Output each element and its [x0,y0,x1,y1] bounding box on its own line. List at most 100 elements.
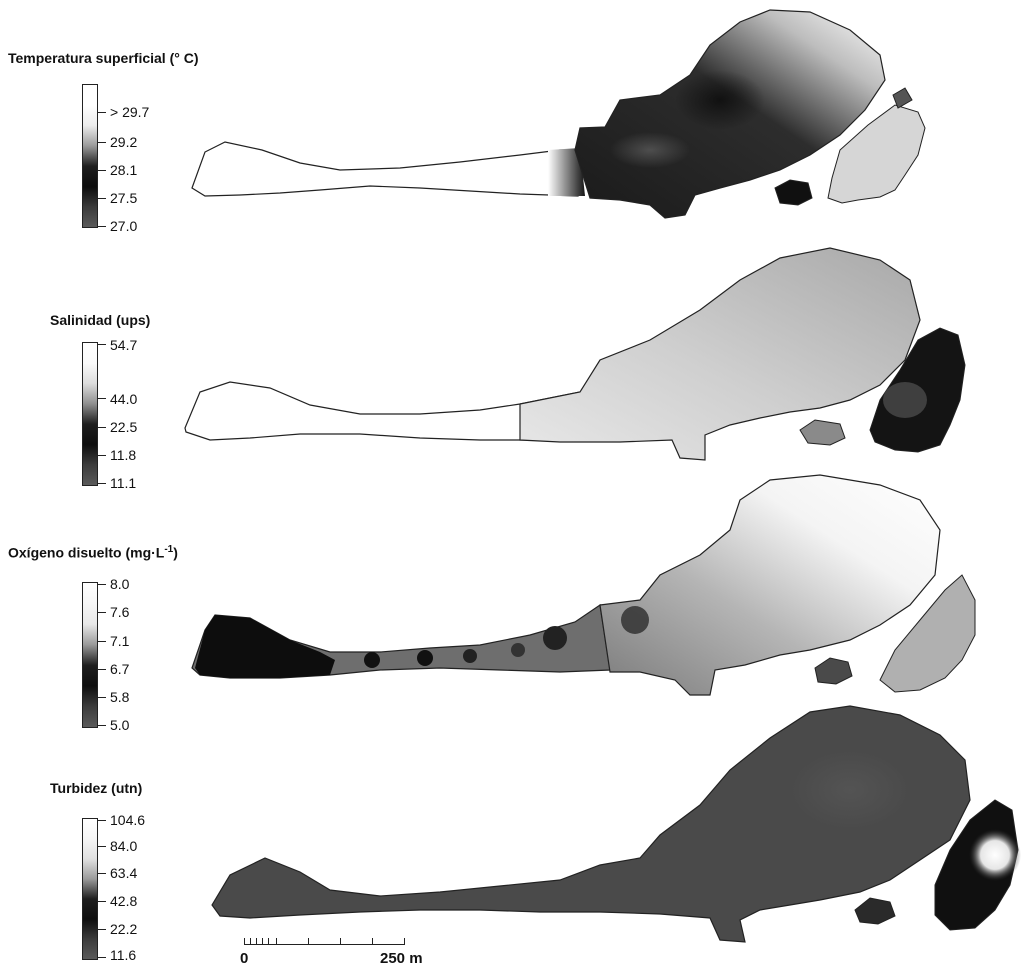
turbidity-legend-bar [82,818,98,960]
turbidity-main [211,705,971,943]
temperature-spot [675,70,765,130]
temperature-west-arm [191,141,579,197]
turbidity-hotspot [969,829,1021,881]
oxygen-main-basin [599,474,941,696]
temperature-islet-dark [774,179,813,206]
turbidity-legend-label: 22.2 [110,921,138,937]
salinity-legend-label: 11.8 [110,447,137,463]
salinity-map [184,247,966,461]
temperature-islet-north [892,87,913,109]
oxygen-legend-label: 7.1 [110,633,130,649]
turbidity-legend-label: 42.8 [110,893,138,909]
legend-tick [98,398,106,399]
turbidity-spot [790,750,910,830]
scale-tick [268,938,269,945]
turbidity-legend-label: 63.4 [110,865,138,881]
temperature-legend-label: 27.0 [110,218,138,234]
legend-tick [98,142,106,143]
scale-tick [250,938,251,945]
oxygen-west-dark [195,615,335,678]
oxygen-title: Oxígeno disuelto (mg·L-1) [8,544,178,561]
salinity-legend-label: 11.1 [110,475,137,491]
temperature-map [191,9,926,219]
legend-tick [98,427,106,428]
salinity-legend-label: 54.7 [110,337,138,353]
oxygen-spot [417,650,433,666]
scale-start-label: 0 [240,950,249,967]
legend-tick [98,198,106,199]
temperature-legend-label: > 29.7 [110,104,150,120]
oxygen-legend-label: 6.7 [110,661,130,677]
oxygen-legend-bar [82,582,98,728]
legend-tick [98,112,106,113]
turbidity-map [211,705,1021,943]
legend-tick [98,929,106,930]
turbidity-title: Turbidez (utn) [50,780,143,796]
temperature-title: Temperatura superficial (° C) [8,50,199,66]
scale-tick [340,938,341,945]
oxygen-legend-label: 5.8 [110,689,130,705]
oxygen-legend-label: 7.6 [110,604,130,620]
legend-tick [98,846,106,847]
legend-tick [98,641,106,642]
oxygen-east-lagoon [879,574,976,693]
temperature-panel: Temperatura superficial (° C) > 29.7 29.… [0,0,1025,240]
temperature-legend-bar [82,84,98,228]
salinity-main-basin [519,247,921,461]
temperature-legend-label: 27.5 [110,190,138,206]
turbidity-legend-label: 104.6 [110,812,146,828]
salinity-islet [799,419,846,446]
oxygen-spot [463,649,477,663]
legend-tick [98,957,106,958]
legend-tick [98,344,106,345]
scale-bar: 0 250 m [240,938,423,967]
scale-bar-line [244,944,404,945]
scale-tick [276,938,277,945]
salinity-legend-label: 22.5 [110,419,138,435]
temperature-legend-label: 29.2 [110,134,138,150]
legend-tick [98,455,106,456]
salinity-legend-bar [82,342,98,486]
legend-tick [98,901,106,902]
oxygen-spot [621,606,649,634]
salinity-legend-label: 44.0 [110,391,138,407]
temperature-east-lagoon [827,104,926,204]
temperature-spot [610,132,690,168]
oxygen-title-end: ) [173,544,178,561]
oxygen-panel: Oxígeno disuelto (mg·L-1) 8.0 7.6 7.1 6.… [8,544,178,733]
legend-tick [98,226,106,227]
scale-tick [404,938,405,945]
legend-tick [98,725,106,726]
temperature-legend-label: 28.1 [110,162,138,178]
oxygen-legend-label: 8.0 [110,576,130,592]
turbidity-legend-label: 84.0 [110,838,138,854]
oxygen-title-sup: -1 [164,544,174,555]
turbidity-legend-label: 11.6 [110,947,137,963]
scale-tick [244,938,245,945]
scale-tick [256,938,257,945]
legend-tick [98,820,106,821]
salinity-panel: Salinidad (ups) 54.7 44.0 22.5 11.8 11.1 [50,312,151,491]
legend-tick [98,170,106,171]
salinity-spot [883,382,927,418]
legend-tick [98,612,106,613]
legend-tick [98,873,106,874]
oxygen-title-main: Oxígeno disuelto (mg·L [8,544,165,561]
oxygen-islet [814,657,853,685]
legend-tick [98,697,106,698]
oxygen-spot [511,643,525,657]
legend-tick [98,483,106,484]
legend-tick [98,669,106,670]
legend-tick [98,584,106,585]
oxygen-legend-label: 5.0 [110,717,130,733]
scale-tick [372,938,373,945]
scale-end-label: 250 m [380,950,423,967]
oxygen-spot [543,626,567,650]
scale-tick [262,938,263,945]
temperature-front [548,148,585,196]
oxygen-map [191,474,976,696]
turbidity-islet [854,897,896,925]
salinity-title: Salinidad (ups) [50,312,151,328]
